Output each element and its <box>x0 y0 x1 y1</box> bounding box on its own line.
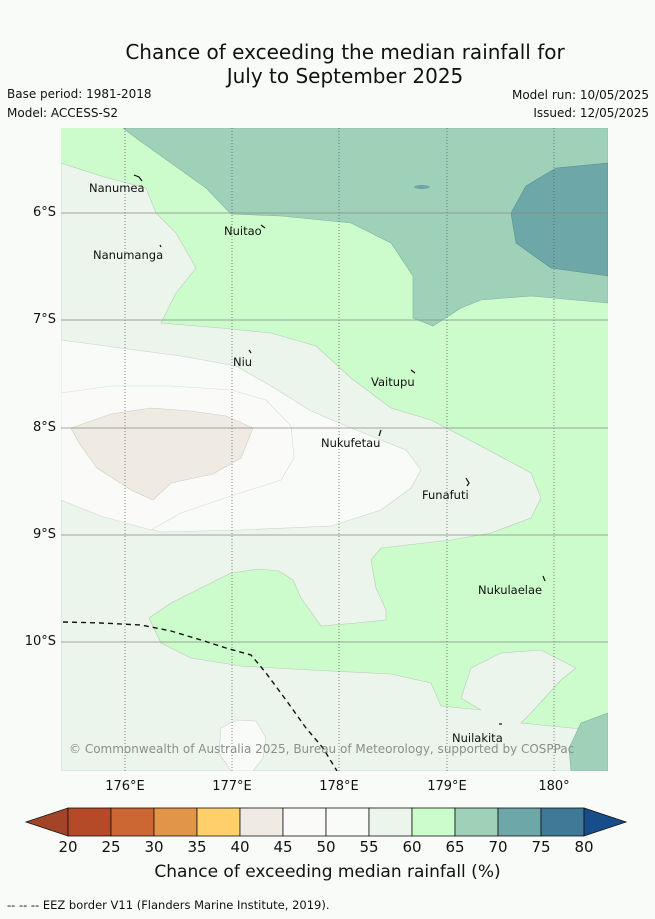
colorbar-label: Chance of exceeding median rainfall (%) <box>154 862 501 882</box>
title-line-1: Chance of exceeding the median rainfall … <box>125 40 565 64</box>
colorbar-tick-label: 80 <box>574 838 594 856</box>
place-label: Nuilakita <box>452 731 503 745</box>
place-label: Nukufetau <box>321 436 381 450</box>
colorbar-segment <box>497 807 542 837</box>
zone-70-75-northeast <box>510 162 608 277</box>
model-run: Model run: 10/05/2025 <box>511 88 649 102</box>
model-name: Model: ACCESS-S2 <box>7 106 119 120</box>
zone-40-45 <box>70 407 254 501</box>
colorbar-segment <box>540 807 585 837</box>
island-marks <box>133 174 546 725</box>
colorbar-segment <box>282 807 327 837</box>
colorbar-segment <box>196 807 241 837</box>
place-label: Nanumea <box>89 181 145 195</box>
colorbar-segment <box>110 807 155 837</box>
colorbar <box>24 807 628 837</box>
title-line-2: July to September 2025 <box>226 64 464 88</box>
lon-label-177e: 177°E <box>212 779 252 794</box>
colorbar-tick-label: 35 <box>187 838 207 856</box>
eez-border <box>62 621 338 771</box>
rainfall-map <box>61 128 608 771</box>
colorbar-tick-label: 30 <box>144 838 164 856</box>
lat-label-8s: 8°S <box>32 420 56 435</box>
zone-65-70-southeast <box>568 712 608 771</box>
lon-label-179e: 179°E <box>427 779 467 794</box>
place-label: Nukulaelae <box>478 583 543 597</box>
copyright-notice: © Commonwealth of Australia 2025, Bureau… <box>69 742 575 756</box>
colorbar-tick-label: 75 <box>531 838 551 856</box>
colorbar-segment <box>153 807 198 837</box>
place-label: Nanumanga <box>93 248 164 262</box>
map-title: Chance of exceeding the median rainfall … <box>0 40 655 88</box>
colorbar-tick-label: 45 <box>273 838 293 856</box>
colorbar-segment <box>368 807 413 837</box>
colorbar-over-arrow <box>583 807 628 837</box>
colorbar-tick-label: 65 <box>445 838 465 856</box>
lat-label-9s: 9°S <box>32 527 56 542</box>
colorbar-tick-label: 20 <box>58 838 78 856</box>
colorbar-tick-label: 50 <box>316 838 336 856</box>
lat-label-7s: 7°S <box>32 312 56 327</box>
place-label: Nuitao <box>224 224 262 238</box>
colorbar-segment <box>325 807 370 837</box>
place-label: Niu <box>233 355 253 369</box>
colorbar-tick-label: 70 <box>488 838 508 856</box>
colorbar-tick-label: 25 <box>101 838 121 856</box>
colorbar-tick-label: 60 <box>402 838 422 856</box>
colorbar-segment <box>454 807 499 837</box>
place-label: Vaitupu <box>371 375 415 389</box>
colorbar-segment <box>239 807 284 837</box>
lon-label-176e: 176°E <box>105 779 145 794</box>
lon-label-180: 180° <box>538 779 570 794</box>
colorbar-segment <box>67 807 112 837</box>
colorbar-under-arrow <box>24 807 69 837</box>
lat-label-6s: 6°S <box>32 205 56 220</box>
colorbar-tick-label: 55 <box>359 838 379 856</box>
zone-70-75-small <box>414 185 430 189</box>
base-period: Base period: 1981-2018 <box>7 87 152 101</box>
place-label: Funafuti <box>422 488 469 502</box>
lat-label-10s: 10°S <box>24 634 56 649</box>
colorbar-tick-label: 40 <box>230 838 250 856</box>
zone-45-55-south <box>218 719 267 771</box>
eez-legend-note: -- -- -- EEZ border V11 (Flanders Marine… <box>7 898 330 912</box>
lat-gridlines <box>61 212 608 643</box>
colorbar-segment <box>411 807 456 837</box>
lon-gridlines <box>124 128 555 771</box>
lon-label-178e: 178°E <box>319 779 359 794</box>
zone-65-70-north <box>122 128 608 327</box>
issued-date: Issued: 12/05/2025 <box>533 106 649 120</box>
